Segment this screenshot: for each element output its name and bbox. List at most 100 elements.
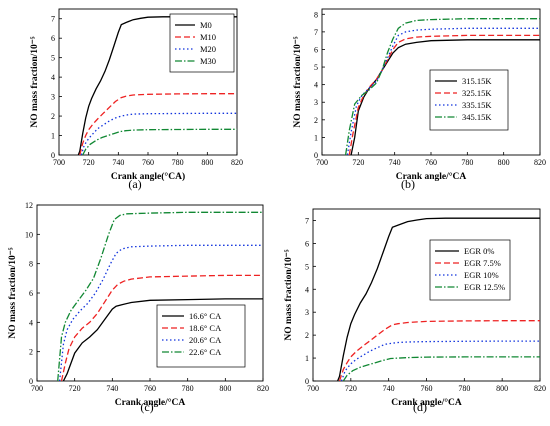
chart-panel-2: 700 720 740 760 780 800 820 0 1 2 3 4 5 6 7 8 Crank angl…: [293, 8, 546, 191]
x-tick-label: 740: [112, 158, 124, 167]
x-tick-label: 760: [421, 384, 433, 393]
x-tick-label: 780: [461, 158, 473, 167]
series-line: [348, 34, 540, 155]
series-line: [350, 39, 540, 155]
series-line: [346, 27, 540, 155]
x-tick-label: 820: [231, 158, 243, 167]
y-tick-label: 0: [51, 151, 55, 160]
x-axis-label: Crank angle/°CA: [115, 397, 186, 408]
y-tick-label: 1: [305, 354, 309, 363]
x-tick-label: 760: [144, 384, 156, 393]
legend-label: 345.15K: [462, 112, 492, 122]
y-tick-label: 7: [305, 216, 309, 225]
y-tick-label: 5: [305, 262, 309, 271]
legend-label: M0: [200, 20, 212, 30]
y-tick-label: 6: [314, 45, 318, 54]
x-tick-label: 780: [182, 384, 194, 393]
legend-label: M30: [200, 56, 216, 66]
y-tick-label: 8: [29, 260, 33, 269]
x-tick-label: 740: [106, 384, 118, 393]
x-tick-label: 760: [425, 158, 437, 167]
x-tick-label: 700: [316, 158, 328, 167]
x-tick-label: 800: [219, 384, 231, 393]
y-tick-label: 5: [51, 54, 55, 63]
y-tick-label: 0: [314, 151, 318, 160]
y-tick-label: 8: [314, 10, 318, 19]
y-tick-label: 4: [314, 81, 318, 90]
series-line: [82, 128, 237, 155]
x-tick-label: 700: [307, 384, 319, 393]
y-tick-label: 4: [305, 285, 309, 294]
legend-label: 315.15K: [462, 76, 492, 86]
y-tick-label: 2: [305, 331, 309, 340]
y-tick-label: 6: [305, 239, 309, 248]
y-tick-label: 0: [305, 377, 309, 386]
y-tick-label: 2: [29, 348, 33, 357]
y-tick-label: 3: [305, 308, 309, 317]
legend-label: 20.6° CA: [189, 335, 222, 345]
series-line: [342, 356, 540, 381]
legend-label: M20: [200, 44, 216, 54]
y-tick-label: 4: [51, 73, 55, 82]
y-axis-label: NO mass fraction/10⁻⁵: [284, 249, 294, 340]
series-line: [338, 320, 540, 381]
x-tick-label: 720: [69, 384, 81, 393]
x-tick-label: 700: [31, 384, 43, 393]
y-tick-label: 5: [314, 63, 318, 72]
y-axis-label: NO mass fraction/10⁻⁵: [8, 247, 18, 338]
y-tick-label: 2: [51, 112, 55, 121]
series-line: [340, 340, 540, 381]
x-tick-label: 780: [172, 158, 184, 167]
y-tick-label: 2: [314, 116, 318, 125]
series-line: [60, 274, 263, 381]
x-tick-label: 760: [142, 158, 154, 167]
y-axis-label: NO mass fraction/10⁻⁵: [293, 36, 303, 127]
legend-label: EGR 12.5%: [464, 282, 505, 292]
y-tick-label: 1: [314, 133, 318, 142]
y-tick-label: 3: [51, 93, 55, 102]
x-tick-label: 820: [534, 384, 546, 393]
series-line: [62, 298, 263, 381]
legend-box: [169, 13, 235, 73]
x-tick-label: 820: [257, 384, 269, 393]
x-tick-label: 780: [458, 384, 470, 393]
legend-box: [156, 304, 246, 368]
x-tick-label: 740: [383, 384, 395, 393]
y-tick-label: 7: [314, 28, 318, 37]
x-tick-label: 720: [352, 158, 364, 167]
legend-label: EGR 7.5%: [464, 258, 501, 268]
legend-label: 18.6° CA: [189, 323, 222, 333]
legend-label: 325.15K: [462, 88, 492, 98]
legend-label: M10: [200, 32, 216, 42]
series-line: [336, 217, 540, 381]
y-tick-label: 3: [314, 98, 318, 107]
panel-label: (b): [401, 177, 415, 191]
legend-label: 335.15K: [462, 100, 492, 110]
x-axis-label: Crank angle(°CA): [111, 171, 185, 182]
y-tick-label: 4: [29, 318, 33, 327]
legend-label: 22.6° CA: [189, 347, 222, 357]
legend-label: EGR 0%: [464, 246, 494, 256]
x-tick-label: 720: [83, 158, 95, 167]
series-line: [79, 93, 237, 155]
x-tick-label: 820: [534, 158, 546, 167]
x-tick-label: 800: [201, 158, 213, 167]
panel-label: (c): [140, 400, 153, 414]
x-tick-label: 720: [345, 384, 357, 393]
y-tick-label: 12: [25, 201, 33, 210]
x-tick-label: 800: [496, 384, 508, 393]
legend-label: EGR 10%: [464, 270, 499, 280]
series-line: [57, 211, 263, 381]
x-tick-label: 800: [498, 158, 510, 167]
y-tick-label: 10: [25, 230, 33, 239]
x-tick-label: 740: [389, 158, 401, 167]
chart-panel-1: 700 720 740 760 780 800 820 0 1 2 3 4 5 6 7 Crank angle…: [30, 8, 243, 191]
y-tick-label: 0: [29, 377, 33, 386]
x-axis-label: Crank angle/°CA: [396, 171, 467, 182]
series-line: [77, 16, 237, 155]
y-tick-label: 6: [29, 289, 33, 298]
y-tick-label: 1: [51, 132, 55, 141]
chart-panel-4: 700 720 740 760 780 800 820 0 1 2 3 4 5 6 7 Crank angle…: [284, 208, 546, 414]
y-tick-label: 6: [51, 34, 55, 43]
